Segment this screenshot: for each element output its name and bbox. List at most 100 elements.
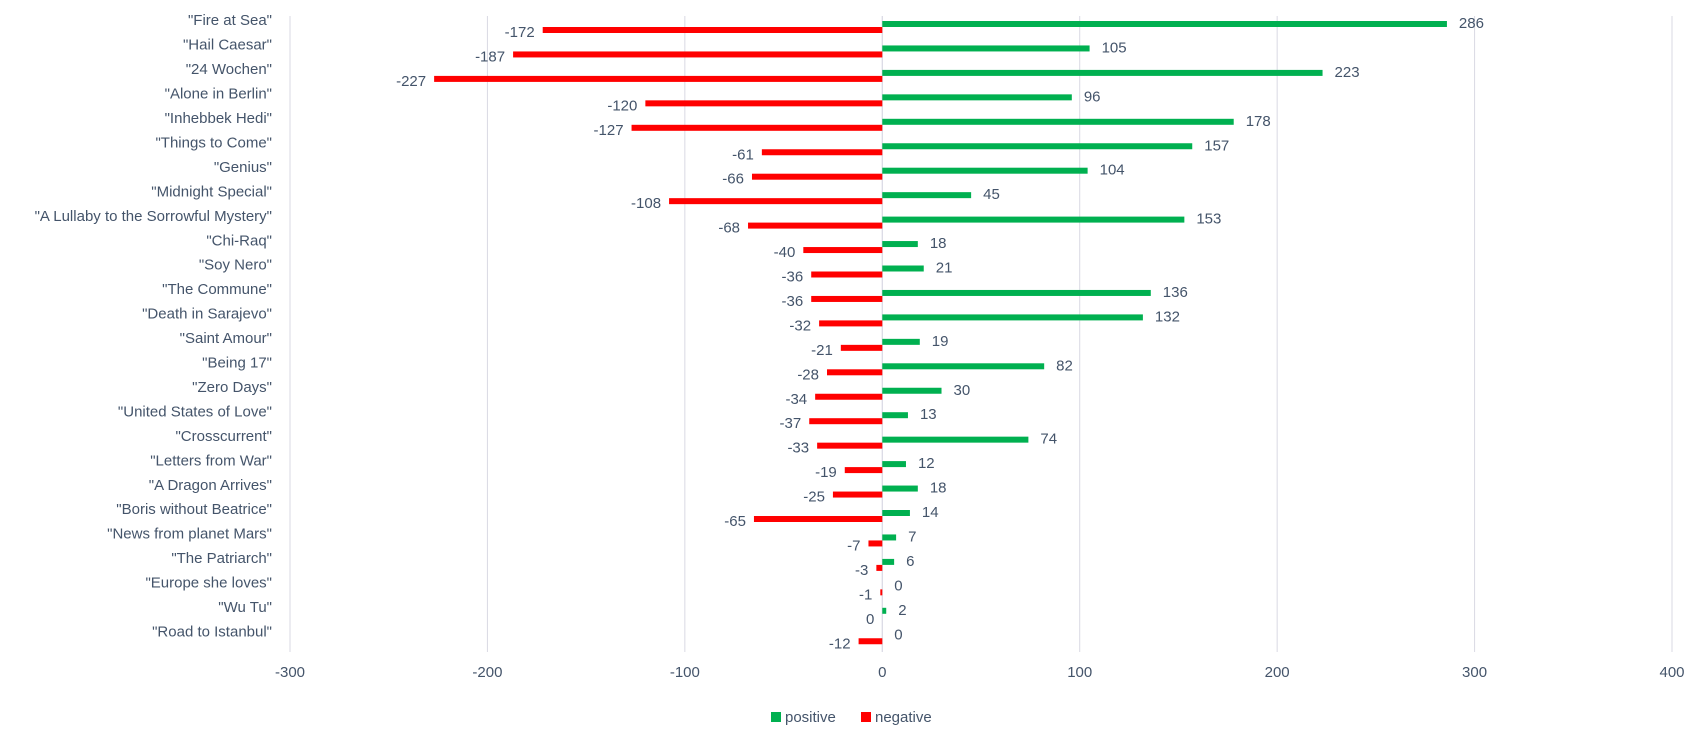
data-label-negative: -172	[505, 24, 535, 41]
category-label: "The Commune"	[162, 281, 272, 298]
data-label-negative: -127	[594, 122, 624, 139]
bar-negative	[876, 564, 883, 571]
x-tick-label: 300	[1462, 664, 1487, 681]
bar-negative	[748, 222, 883, 229]
bar-positive	[882, 485, 918, 492]
bar-positive	[882, 534, 897, 541]
legend-swatch-negative	[861, 712, 871, 722]
bar-negative	[858, 638, 883, 645]
data-label-positive: 286	[1459, 15, 1484, 32]
bar-positive	[882, 265, 924, 272]
category-label: "The Patriarch"	[171, 550, 272, 567]
data-label-negative: -28	[797, 366, 819, 383]
category-labels: "Fire at Sea" "Hail Caesar" "24 Wochen" "Al…	[35, 12, 272, 640]
data-label-positive: 0	[894, 577, 902, 594]
bar-positive	[882, 558, 895, 565]
category-label: "Boris without Beatrice"	[116, 501, 272, 518]
data-label-positive: 178	[1246, 113, 1271, 130]
legend-label-positive: positive	[785, 709, 836, 726]
x-tick-label: 200	[1265, 664, 1290, 681]
bar-positive	[882, 314, 1143, 321]
data-label-positive: 96	[1084, 88, 1101, 105]
category-label: "Things to Come"	[155, 134, 272, 151]
category-label: "Saint Amour"	[180, 330, 272, 347]
x-tick-label: -100	[670, 664, 700, 681]
bar-positive	[882, 461, 906, 468]
bar-negative	[513, 51, 883, 58]
data-label-negative: -65	[724, 513, 746, 530]
data-label-negative: -32	[789, 317, 811, 334]
data-label-negative: -3	[855, 562, 868, 579]
bar-positive	[882, 510, 910, 516]
bars	[434, 21, 1447, 645]
data-label-positive: 0	[894, 626, 902, 643]
bar-positive	[882, 167, 1088, 174]
data-label-positive: 30	[954, 382, 971, 399]
data-label-negative: -19	[815, 464, 837, 481]
bar-negative	[751, 173, 883, 180]
category-label: "A Lullaby to the Sorrowful Mystery"	[35, 208, 272, 225]
bar-negative	[840, 344, 883, 351]
bar-negative	[809, 418, 883, 425]
category-label: "Inhebbek Hedi"	[165, 110, 272, 127]
category-label: "Wu Tu"	[218, 599, 272, 616]
data-label-positive: 104	[1100, 162, 1125, 179]
data-label-positive: 2	[898, 602, 906, 619]
category-label: "Genius"	[214, 159, 272, 176]
data-label-negative: -120	[607, 97, 637, 114]
category-label: "Zero Days"	[192, 379, 272, 396]
data-label-negative: -1	[859, 586, 872, 603]
data-label-positive: 12	[918, 455, 935, 472]
bar-positive	[882, 69, 1323, 76]
bar-negative	[817, 442, 883, 449]
data-label-positive: 21	[936, 260, 953, 277]
data-label-positive: 157	[1204, 137, 1229, 154]
bar-negative	[811, 295, 883, 302]
bar-negative	[542, 27, 883, 33]
bar-negative	[761, 149, 883, 156]
data-label-negative: -61	[732, 146, 754, 163]
data-label-positive: 223	[1335, 64, 1360, 81]
category-label: "Being 17"	[202, 355, 272, 372]
category-label: "Death in Sarajevo"	[142, 306, 272, 323]
data-label-negative: -227	[396, 73, 426, 90]
bar-positive	[882, 192, 972, 199]
category-label: "Crosscurrent"	[175, 428, 272, 445]
data-label-negative: -37	[780, 415, 802, 432]
category-label: "Fire at Sea"	[188, 12, 272, 29]
data-label-negative: -108	[631, 195, 661, 212]
x-tick-label: -200	[472, 664, 502, 681]
data-labels: 286-172105-187223-22796-120178-127157-61…	[396, 15, 1484, 652]
grid-lines	[289, 16, 1673, 652]
data-label-negative: -34	[785, 391, 807, 408]
bar-positive	[882, 216, 1185, 223]
data-label-positive: 19	[932, 333, 949, 350]
data-label-positive: 18	[930, 235, 947, 252]
data-label-positive: 153	[1196, 211, 1221, 228]
data-label-negative: -40	[774, 244, 796, 261]
data-label-negative: -36	[782, 293, 804, 310]
data-label-positive: 136	[1163, 284, 1188, 301]
bar-positive	[882, 412, 908, 419]
data-label-positive: 14	[922, 504, 939, 521]
data-label-negative: 0	[866, 611, 874, 628]
category-label: "24 Wochen"	[186, 61, 272, 78]
data-label-negative: -7	[847, 537, 860, 554]
legend: positive negative	[771, 709, 932, 726]
data-label-positive: 45	[983, 186, 1000, 203]
data-label-positive: 7	[908, 528, 916, 545]
category-label: "A Dragon Arrives"	[149, 477, 272, 494]
bar-negative	[631, 124, 883, 131]
x-axis-ticks: -300 -200 -100 0 100 200 300 400	[275, 664, 1685, 681]
category-label: "Letters from War"	[150, 452, 272, 469]
data-label-positive: 132	[1155, 308, 1180, 325]
data-label-negative: -25	[803, 489, 825, 506]
x-tick-label: 0	[878, 664, 886, 681]
bar-negative	[753, 516, 883, 522]
x-tick-label: -300	[275, 664, 305, 681]
bar-positive	[882, 289, 1151, 296]
category-label: "News from planet Mars"	[107, 526, 272, 543]
data-label-negative: -21	[811, 342, 833, 359]
category-label: "Road to Istanbul"	[152, 623, 272, 640]
